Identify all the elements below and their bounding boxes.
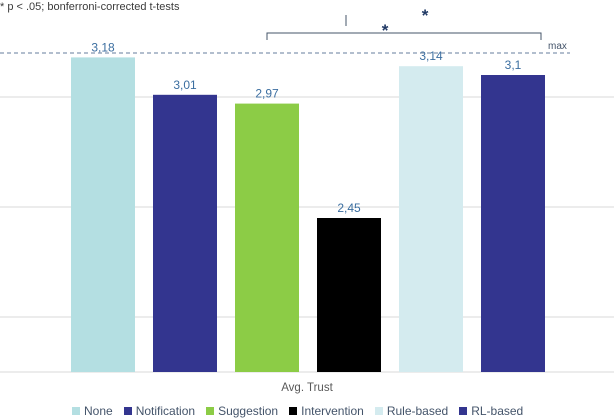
legend-label: Rule-based — [386, 404, 449, 418]
bar-none — [71, 57, 135, 373]
legend-swatch — [459, 407, 468, 415]
significance-asterisk: * — [422, 6, 429, 25]
legend-label: RL-based — [471, 404, 524, 418]
legend-item-notification: Notification — [123, 404, 196, 418]
bar-suggestion — [235, 103, 299, 372]
data-label: 2,97 — [255, 87, 279, 101]
legend-swatch — [206, 407, 215, 415]
data-label: 2,45 — [337, 201, 361, 215]
legend-label: Intervention — [301, 404, 364, 418]
legend-swatch — [72, 407, 80, 415]
legend-label: None — [84, 404, 113, 418]
legend-item-rl-based: RL-based — [459, 404, 523, 418]
data-label: 3,18 — [91, 40, 115, 54]
bar-rule-based — [399, 66, 463, 372]
legend-item-none: None — [72, 404, 113, 418]
data-label: 3,01 — [173, 78, 197, 92]
x-axis-label: Avg. Trust — [281, 382, 333, 394]
legend-swatch — [123, 407, 132, 415]
max-label: max — [548, 41, 567, 52]
bar-notification — [153, 94, 217, 373]
significance-note: * p < .05; bonferroni-corrected t-tests — [0, 1, 180, 13]
legend-item-intervention: Intervention — [289, 404, 364, 418]
significance-asterisk: * — [382, 21, 389, 40]
legend-swatch — [289, 407, 298, 415]
legend-swatch — [374, 407, 383, 415]
legend-item-rule-based: Rule-based — [374, 404, 449, 418]
legend-label: Suggestion — [218, 404, 279, 418]
bar-intervention — [317, 218, 381, 372]
legend-item-suggestion: Suggestion — [206, 404, 278, 418]
bar-rl-based — [481, 75, 545, 372]
legend-label: Notification — [135, 404, 196, 418]
legend: None Notification Suggestion Intervention Ru… — [72, 404, 523, 418]
data-label: 3,1 — [505, 58, 522, 72]
data-label: 3,14 — [419, 49, 443, 63]
significance-bracket — [266, 32, 542, 40]
